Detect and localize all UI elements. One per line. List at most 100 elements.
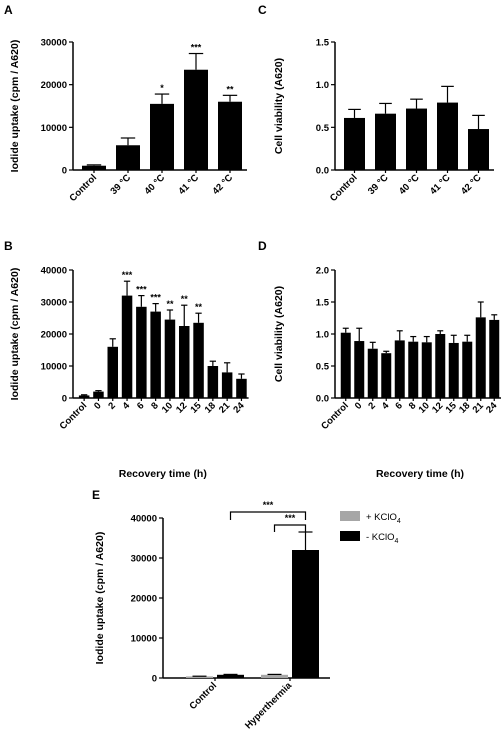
panel-e-chart: 0 10000 20000 30000 40000 Control Hyperthermia…	[94, 500, 401, 731]
panel-d-y-axis-title: Cell viability (A620)	[273, 286, 285, 382]
panel-e-significance-label: ***	[285, 513, 296, 523]
panel-d-y-tick-label: 0.5	[316, 362, 330, 373]
panel-a-x-tick-label: Control	[67, 172, 99, 204]
panel-d-y-tick-label: 2.0	[316, 266, 329, 277]
panel-b-y-tick-label: 0	[62, 394, 67, 405]
panel-b-bar	[150, 311, 161, 398]
panel-letter-b: B	[4, 239, 13, 253]
panel-a-x-tick-label: 41 °C	[176, 172, 201, 197]
panel-a-x-tick-label: 39 °C	[108, 172, 133, 197]
panel-b-bar	[107, 346, 118, 398]
panel-b-bar	[179, 326, 190, 398]
panel-e-bar	[186, 676, 213, 678]
panel-a-y-tick-label: 10000	[41, 123, 67, 134]
panel-c-bar	[375, 113, 396, 170]
panel-c-x-tick-label: 41 °C	[428, 172, 453, 197]
panel-d-x-tick-label: 8	[407, 400, 419, 412]
panel-e-y-tick-label: 30000	[131, 554, 157, 565]
panel-d-x-tick-label: 4	[380, 400, 392, 412]
panel-d-x-tick-label: 6	[393, 400, 405, 412]
panel-d-bar	[421, 342, 432, 398]
panel-d-bar	[435, 334, 446, 398]
panel-e-x-tick-label: Control	[187, 680, 219, 712]
panel-b-bar	[207, 366, 219, 398]
panel-d-bar	[354, 341, 365, 398]
panel-d-x-axis-title: Recovery time (h)	[376, 468, 464, 480]
panel-c-y-tick-label: 0.5	[316, 123, 330, 134]
panel-a-y-tick-label: 20000	[41, 80, 67, 91]
panel-e-y-axis-title: Iodide uptake (cpm / A620)	[94, 532, 106, 665]
panel-a-x-tick-label: 42 °C	[210, 172, 235, 197]
panel-d-bar	[381, 353, 392, 398]
panel-d-bar	[408, 341, 419, 398]
panel-e-legend-label: + KClO4	[366, 512, 401, 525]
panel-a-chart: 0 10000 20000 30000 Control 39 °C * 40 °C *** 41 …	[9, 38, 247, 204]
panel-e-bar	[261, 674, 288, 678]
panel-b-significance-label: ***	[136, 285, 147, 295]
panel-c-x-tick-label: 42 °C	[459, 172, 484, 197]
panel-b-y-tick-label: 30000	[41, 298, 67, 309]
panel-b-significance-label: **	[166, 299, 174, 309]
panel-letter-a: A	[4, 3, 13, 17]
panel-d-bar	[475, 317, 486, 398]
panel-a-bar	[184, 69, 208, 170]
panel-e-bracket-outer	[229, 511, 307, 520]
panel-a-significance-label: **	[226, 84, 234, 94]
panel-b-x-tick-label: 6	[135, 400, 147, 412]
panel-e-y-tick-label: 0	[152, 674, 157, 685]
panel-d-x-tick-label: 2	[366, 400, 378, 412]
panel-e-significance-label: ***	[263, 500, 274, 510]
panel-b-bar	[78, 395, 90, 398]
panel-b-x-axis-title: Recovery time (h)	[119, 468, 207, 480]
panel-b-x-tick-label: 10	[160, 400, 175, 415]
panel-b-significance-label: ***	[122, 270, 133, 280]
panel-c-y-tick-label: 1.0	[316, 80, 329, 91]
panel-b-significance-label: ***	[150, 293, 161, 303]
panel-e-y-tick-label: 10000	[131, 634, 157, 645]
panel-b-x-tick-label: 4	[121, 400, 133, 412]
panel-a-significance-label: *	[160, 83, 164, 93]
panel-c-bar	[468, 129, 489, 170]
panel-b-bar	[93, 391, 104, 398]
panel-d-bar	[489, 319, 500, 398]
panel-c-bar	[344, 117, 365, 170]
panel-b-significance-label: **	[181, 294, 189, 304]
panel-b-y-tick-label: 20000	[41, 330, 67, 341]
panel-b-x-tick-label: Control	[58, 400, 90, 432]
panel-a-bar	[82, 165, 106, 170]
panel-d-y-tick-label: 0.0	[316, 394, 329, 405]
panel-a-x-tick-label: 40 °C	[142, 172, 167, 197]
panel-letter-d: D	[258, 239, 267, 253]
panel-c-y-axis-title: Cell viability (A620)	[273, 58, 285, 154]
panel-d-y-tick-label: 1.5	[316, 298, 330, 309]
panel-b-bar	[164, 319, 176, 398]
panel-e-legend-swatch	[340, 531, 360, 541]
panel-letter-e: E	[92, 488, 100, 502]
panel-c-x-tick-label: 39 °C	[366, 172, 391, 197]
panel-b-x-tick-label: 8	[149, 400, 161, 412]
panel-c-x-tick-label: Control	[328, 172, 360, 204]
panel-d-x-tick-label: Control	[319, 400, 351, 432]
panel-d-bar	[367, 348, 378, 398]
panel-e-y-tick-label: 20000	[131, 594, 157, 605]
panel-b-y-tick-label: 10000	[41, 362, 67, 373]
panel-e-bar	[217, 674, 244, 678]
panel-a-y-axis-title: Iodide uptake (cpm / A620)	[9, 40, 21, 173]
panel-e-y-tick-label: 40000	[131, 514, 157, 525]
panel-c-bar	[406, 108, 427, 170]
panel-b-significance-label: **	[195, 302, 203, 312]
panel-d-bar	[340, 332, 351, 398]
panel-b-x-tick-label: 12	[174, 400, 189, 415]
panel-b-bar	[136, 306, 147, 398]
panel-a-y-tick-label: 30000	[41, 38, 67, 49]
panel-a-significance-label: ***	[191, 43, 202, 53]
panel-c-bar	[437, 102, 458, 170]
panel-d-bar	[448, 342, 459, 398]
panel-letter-c: C	[258, 3, 267, 17]
panel-b-y-tick-label: 40000	[41, 266, 67, 277]
panel-e-x-tick-label: Hyperthermia	[243, 680, 295, 732]
panel-b-y-axis-title: Iodide uptake (cpm / A620)	[9, 268, 21, 401]
